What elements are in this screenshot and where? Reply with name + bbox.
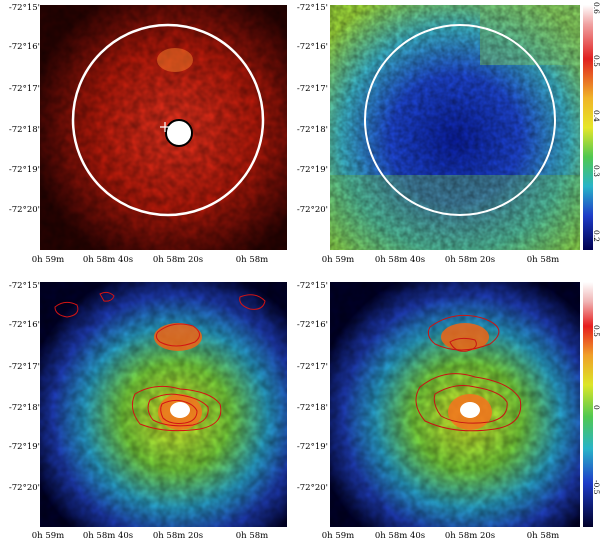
y-tick-bottom-left-1: -72°15' [8, 281, 40, 291]
y-tick-bottom-right-3: -72°17' [296, 362, 328, 372]
cbar-top-tick-3: 0.4 [592, 110, 600, 122]
panel-bottom-left [40, 282, 287, 527]
x-tick-bottom-right-4: 0h 58m [526, 531, 560, 541]
y-tick-bottom-right-1: -72°15' [296, 281, 328, 291]
x-tick-bottom-right-2: 0h 58m 40s [374, 531, 426, 541]
x-tick-bottom-right-1: 0h 59m [321, 531, 355, 541]
cbar-top-tick-1: 0.6 [592, 2, 600, 14]
x-tick-bottom-left-2: 0h 58m 40s [82, 531, 134, 541]
y-tick-top-right-4: -72°18' [296, 125, 328, 135]
colorbar-top [583, 5, 593, 250]
x-tick-top-left-3: 0h 58m 20s [152, 255, 204, 265]
x-tick-bottom-left-3: 0h 58m 20s [152, 531, 204, 541]
y-tick-top-right-6: -72°20' [296, 205, 328, 215]
y-tick-bottom-right-2: -72°16' [296, 320, 328, 330]
y-tick-top-right-3: -72°17' [296, 84, 328, 94]
cbar-top-tick-2: 0.5 [592, 55, 600, 67]
x-tick-top-right-4: 0h 58m [526, 255, 560, 265]
y-tick-top-right-5: -72°19' [296, 165, 328, 175]
x-tick-bottom-right-3: 0h 58m 20s [444, 531, 496, 541]
y-tick-top-left-4: -72°18' [8, 125, 40, 135]
y-tick-bottom-right-4: -72°18' [296, 403, 328, 413]
cbar-bottom-tick-3: -0.5 [592, 480, 600, 495]
cbar-bottom-tick-1: 0.5 [592, 325, 600, 337]
region-circle [71, 23, 265, 217]
y-tick-bottom-left-6: -72°20' [8, 483, 40, 493]
panel-bottom-right [330, 282, 580, 527]
y-tick-bottom-left-5: -72°19' [8, 442, 40, 452]
x-tick-top-right-2: 0h 58m 40s [374, 255, 426, 265]
colorbar-bottom [583, 282, 593, 527]
cbar-top-tick-5: 0.2 [592, 230, 600, 242]
y-tick-top-right-2: -72°16' [296, 42, 328, 52]
y-tick-bottom-right-5: -72°19' [296, 442, 328, 452]
y-tick-top-right-1: -72°15' [296, 3, 328, 13]
panel-top-left [40, 5, 287, 250]
bright-source [165, 119, 193, 147]
y-tick-top-left-6: -72°20' [8, 205, 40, 215]
y-tick-top-left-5: -72°19' [8, 165, 40, 175]
y-tick-top-left-2: -72°16' [8, 42, 40, 52]
panel-top-right [330, 5, 580, 250]
cbar-top-tick-4: 0.3 [592, 165, 600, 177]
y-tick-bottom-right-6: -72°20' [296, 483, 328, 493]
x-tick-top-right-1: 0h 59m [321, 255, 355, 265]
y-tick-bottom-left-3: -72°17' [8, 362, 40, 372]
x-tick-bottom-left-4: 0h 58m [235, 531, 269, 541]
x-tick-top-left-4: 0h 58m [235, 255, 269, 265]
y-tick-bottom-left-4: -72°18' [8, 403, 40, 413]
x-tick-top-right-3: 0h 58m 20s [444, 255, 496, 265]
y-tick-top-left-3: -72°17' [8, 84, 40, 94]
x-tick-top-left-2: 0h 58m 40s [82, 255, 134, 265]
region-circle [364, 24, 556, 216]
y-tick-bottom-left-2: -72°16' [8, 320, 40, 330]
y-tick-top-left-1: -72°15' [8, 3, 40, 13]
x-tick-bottom-left-1: 0h 59m [31, 531, 65, 541]
x-tick-top-left-1: 0h 59m [31, 255, 65, 265]
cbar-bottom-tick-2: 0 [592, 405, 600, 410]
